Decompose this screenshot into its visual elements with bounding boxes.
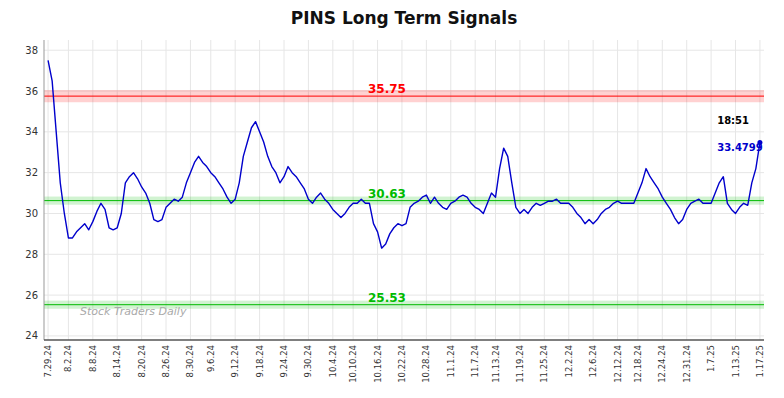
x-grid-line bbox=[210, 40, 211, 340]
chart: 24 26 28 30 32 34 36 38 7.29.24 8.2.24 8.8.24 8.14.… bbox=[0, 0, 784, 398]
x-grid-line bbox=[353, 40, 354, 340]
x-tick-label: 11.19.24 bbox=[515, 345, 525, 383]
y-grid-line bbox=[44, 131, 764, 132]
x-grid-line bbox=[662, 40, 663, 340]
x-tick-label: 9.6.24 bbox=[206, 345, 216, 372]
x-tick-label: 7.29.24 bbox=[43, 345, 53, 377]
x-tick-label: 9.18.24 bbox=[255, 345, 265, 377]
annotation: Stock Traders Daily bbox=[80, 305, 187, 318]
x-grid-line bbox=[759, 40, 760, 340]
x-grid-line bbox=[48, 40, 49, 340]
x-tick-label: 12.6.24 bbox=[588, 345, 598, 377]
x-tick-label: 11.25.24 bbox=[539, 345, 549, 383]
x-tick-label: 8.14.24 bbox=[112, 345, 122, 377]
x-grid-line bbox=[711, 40, 712, 340]
reference-label: 25.53 bbox=[368, 291, 406, 305]
x-tick-label: 8.8.24 bbox=[88, 345, 98, 372]
series bbox=[48, 60, 762, 248]
x-tick-label: 10.4.24 bbox=[328, 345, 338, 377]
x-tick-label: 12.2.24 bbox=[564, 345, 574, 377]
x-tick-label: 9.30.24 bbox=[303, 345, 313, 377]
y-tick-label: 24 bbox=[25, 330, 38, 341]
x-grid-line bbox=[117, 40, 118, 340]
x-tick-label: 10.10.24 bbox=[348, 345, 358, 383]
x-tick-label: 12.24.24 bbox=[657, 345, 667, 383]
x-tick-label: 12.18.24 bbox=[633, 345, 643, 383]
x-tick-label: 1.7.25 bbox=[706, 345, 716, 372]
y-tick-label: 38 bbox=[25, 45, 38, 56]
x-tick-label: 9.24.24 bbox=[279, 345, 289, 377]
x-grid-line bbox=[426, 40, 427, 340]
y-tick-label: 34 bbox=[25, 126, 38, 137]
y-tick-label: 30 bbox=[25, 208, 38, 219]
x-grid-line bbox=[519, 40, 520, 340]
y-tick-label: 26 bbox=[25, 290, 38, 301]
x-tick-label: 8.2.24 bbox=[63, 345, 73, 372]
y-grid-line bbox=[44, 254, 764, 255]
y-axis-line bbox=[44, 40, 45, 340]
x-grid-line bbox=[68, 40, 69, 340]
x-tick-label: 11.13.24 bbox=[491, 345, 501, 383]
title: PINS Long Term Signals bbox=[291, 8, 518, 28]
x-tick-label: 10.28.24 bbox=[421, 345, 431, 383]
x-tick-label: 12.12.24 bbox=[613, 345, 623, 383]
x-tick-label: 8.20.24 bbox=[137, 345, 147, 377]
x-grid-line bbox=[544, 40, 545, 340]
x-grid-line bbox=[308, 40, 309, 340]
x-tick-label: 10.16.24 bbox=[373, 345, 383, 383]
x-grid-line bbox=[475, 40, 476, 340]
grid bbox=[44, 40, 764, 340]
annotation: 18:51 bbox=[717, 115, 749, 126]
x-tick-label: 1.17.25 bbox=[755, 345, 765, 377]
x-grid-line bbox=[166, 40, 167, 340]
reference-labels: 35.75 30.63 25.53 bbox=[368, 82, 406, 305]
x-grid-line bbox=[259, 40, 260, 340]
x-grid-line bbox=[284, 40, 285, 340]
y-grid-line bbox=[44, 172, 764, 173]
annotations: 18:51 33.4799 Stock Traders Daily bbox=[80, 115, 763, 318]
x-grid-line bbox=[141, 40, 142, 340]
x-ticks: 7.29.24 8.2.24 8.8.24 8.14.24 8.20.24 8.26.24… bbox=[43, 345, 765, 383]
y-grid-line bbox=[44, 335, 764, 336]
x-axis-line bbox=[44, 339, 764, 341]
annotation: 33.4799 bbox=[717, 142, 763, 153]
x-grid-line bbox=[637, 40, 638, 340]
x-tick-label: 11.7.24 bbox=[470, 345, 480, 377]
x-tick-label: 11.1.24 bbox=[446, 345, 456, 377]
x-tick-label: 8.30.24 bbox=[185, 345, 195, 377]
reference-label: 30.63 bbox=[368, 187, 406, 201]
reference-lines bbox=[44, 90, 764, 309]
x-grid-line bbox=[686, 40, 687, 340]
x-grid-line bbox=[568, 40, 569, 340]
price-line bbox=[48, 60, 760, 248]
y-tick-label: 28 bbox=[25, 249, 38, 260]
y-tick-label: 36 bbox=[25, 86, 38, 97]
x-tick-label: 12.31.24 bbox=[682, 345, 692, 383]
y-ticks: 24 26 28 30 32 34 36 38 bbox=[25, 45, 38, 342]
x-tick-label: 1.13.25 bbox=[731, 345, 741, 377]
reference-label: 35.75 bbox=[368, 82, 406, 96]
x-tick-label: 10.22.24 bbox=[397, 345, 407, 383]
x-tick-label: 8.26.24 bbox=[161, 345, 171, 377]
y-grid-line bbox=[44, 50, 764, 51]
x-grid-line bbox=[235, 40, 236, 340]
y-tick-label: 32 bbox=[25, 167, 38, 178]
x-tick-label: 9.12.24 bbox=[230, 345, 240, 377]
x-grid-line bbox=[92, 40, 93, 340]
x-grid-line bbox=[593, 40, 594, 340]
x-grid-line bbox=[332, 40, 333, 340]
x-grid-line bbox=[735, 40, 736, 340]
x-grid-line bbox=[450, 40, 451, 340]
x-grid-line bbox=[190, 40, 191, 340]
x-grid-line bbox=[617, 40, 618, 340]
